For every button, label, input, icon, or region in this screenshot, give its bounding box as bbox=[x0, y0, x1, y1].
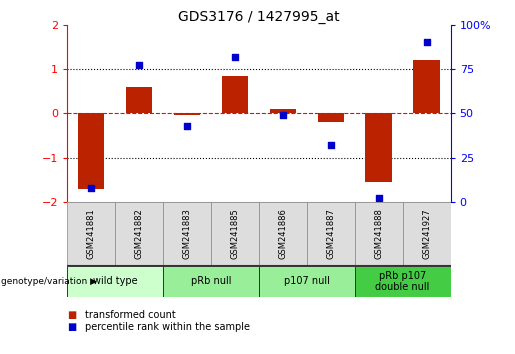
Text: pRb null: pRb null bbox=[191, 276, 231, 286]
Bar bbox=[414, 60, 440, 113]
Point bbox=[87, 185, 95, 190]
Bar bbox=[355, 266, 451, 297]
Point bbox=[183, 123, 191, 129]
Text: genotype/variation ▶: genotype/variation ▶ bbox=[1, 277, 97, 286]
Bar bbox=[318, 113, 344, 122]
Point bbox=[279, 112, 287, 118]
Bar bbox=[259, 266, 355, 297]
Bar bbox=[355, 202, 403, 266]
Bar bbox=[163, 266, 259, 297]
Text: ■: ■ bbox=[67, 310, 76, 320]
Text: GSM241887: GSM241887 bbox=[326, 208, 335, 259]
Bar bbox=[174, 113, 200, 115]
Text: transformed count: transformed count bbox=[85, 310, 176, 320]
Bar bbox=[259, 202, 307, 266]
Text: p107 null: p107 null bbox=[284, 276, 330, 286]
Text: GSM241927: GSM241927 bbox=[422, 208, 431, 259]
Bar bbox=[67, 202, 115, 266]
Text: wild type: wild type bbox=[93, 276, 137, 286]
Point bbox=[231, 54, 239, 59]
Bar bbox=[269, 109, 296, 113]
Text: ■: ■ bbox=[67, 322, 76, 332]
Bar bbox=[163, 202, 211, 266]
Text: GSM241888: GSM241888 bbox=[374, 208, 383, 259]
Bar bbox=[126, 87, 152, 113]
Text: percentile rank within the sample: percentile rank within the sample bbox=[85, 322, 250, 332]
Point bbox=[327, 142, 335, 148]
Text: GSM241881: GSM241881 bbox=[87, 208, 95, 259]
Bar bbox=[115, 202, 163, 266]
Point bbox=[422, 40, 431, 45]
Bar bbox=[78, 113, 104, 188]
Text: GSM241882: GSM241882 bbox=[134, 208, 143, 259]
Bar bbox=[211, 202, 259, 266]
Bar bbox=[366, 113, 392, 182]
Bar bbox=[403, 202, 451, 266]
Text: GSM241885: GSM241885 bbox=[230, 208, 239, 259]
Point bbox=[135, 63, 143, 68]
Title: GDS3176 / 1427995_at: GDS3176 / 1427995_at bbox=[178, 10, 339, 24]
Point bbox=[374, 195, 383, 201]
Bar bbox=[221, 76, 248, 113]
Text: GSM241886: GSM241886 bbox=[278, 208, 287, 259]
Bar bbox=[307, 202, 355, 266]
Bar bbox=[67, 266, 163, 297]
Text: pRb p107
double null: pRb p107 double null bbox=[375, 270, 430, 292]
Text: GSM241883: GSM241883 bbox=[182, 208, 192, 259]
